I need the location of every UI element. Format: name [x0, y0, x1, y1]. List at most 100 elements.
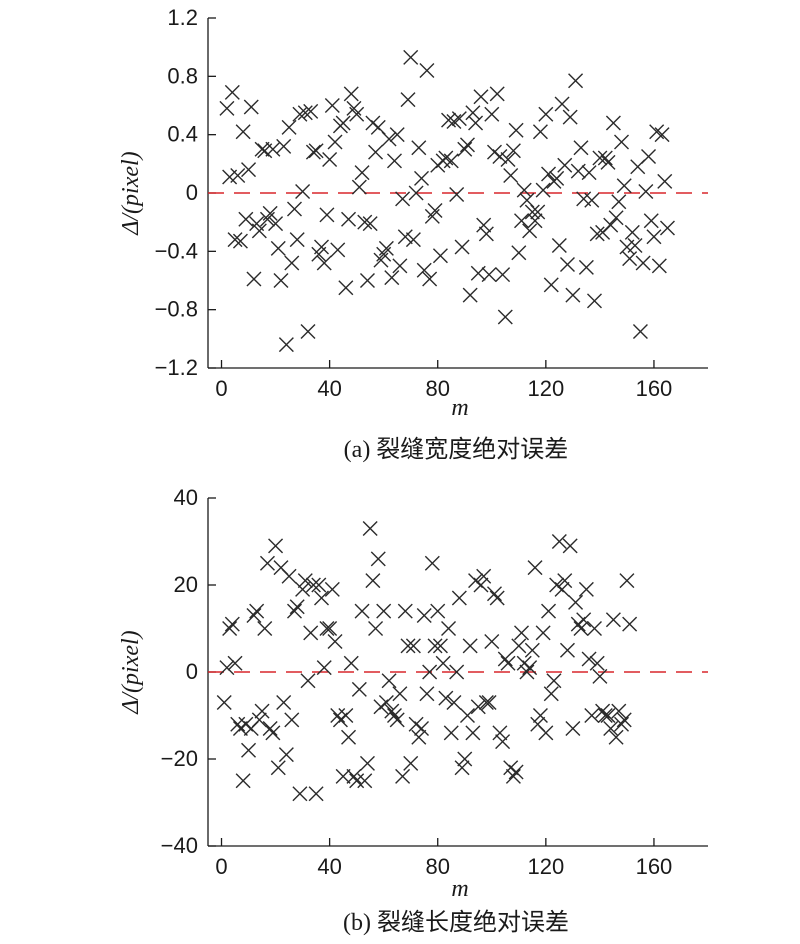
- data-point: [365, 573, 381, 589]
- marker-stroke: [292, 786, 308, 802]
- data-point: [414, 721, 430, 737]
- marker-stroke: [454, 239, 470, 255]
- marker-stroke: [546, 673, 562, 689]
- data-point: [462, 287, 478, 303]
- data-point: [476, 568, 492, 584]
- data-point: [241, 742, 257, 758]
- marker-stroke: [308, 786, 324, 802]
- marker-stroke: [224, 616, 240, 632]
- marker-stroke: [265, 725, 281, 741]
- data-point: [327, 634, 343, 650]
- data-point: [335, 768, 351, 784]
- data-point: [349, 773, 365, 789]
- data-point: [276, 694, 292, 710]
- marker-stroke: [300, 673, 316, 689]
- data-point: [416, 607, 432, 623]
- marker-stroke: [357, 773, 373, 789]
- data-point: [541, 166, 557, 182]
- data-point: [622, 251, 638, 267]
- data-point: [603, 721, 619, 737]
- panel-a-width-error: −1.2 −0.8 −0.4 0 0.4 0.8 1.2 0 40 80 120 160 m Δ/(pix…: [118, 5, 708, 463]
- marker-stroke: [286, 603, 302, 619]
- data-point: [492, 725, 508, 741]
- marker-stroke: [514, 625, 530, 641]
- data-point: [397, 603, 413, 619]
- data-point: [541, 603, 557, 619]
- marker-stroke: [305, 577, 321, 593]
- data-point: [522, 660, 538, 676]
- marker-stroke: [397, 229, 413, 245]
- marker-stroke: [314, 239, 330, 255]
- data-point: [276, 138, 292, 154]
- data-point: [405, 232, 421, 248]
- data-point: [562, 538, 578, 554]
- data-point: [505, 143, 521, 159]
- marker-stroke: [238, 716, 254, 732]
- marker-stroke: [341, 729, 357, 745]
- marker-stroke: [322, 621, 338, 636]
- marker-stroke: [586, 621, 602, 636]
- marker-stroke: [449, 664, 465, 680]
- data-point: [632, 324, 648, 340]
- data-point: [265, 725, 281, 741]
- marker-stroke: [278, 337, 294, 353]
- marker-stroke: [319, 207, 335, 223]
- marker-stroke: [595, 703, 611, 719]
- y-tick-label: 0: [186, 659, 198, 684]
- y-tick-label: 0: [186, 180, 198, 205]
- data-point: [565, 721, 581, 737]
- marker-stroke: [462, 638, 478, 654]
- data-point: [395, 191, 411, 207]
- marker-stroke: [386, 708, 402, 723]
- marker-stroke: [559, 256, 575, 272]
- marker-stroke: [641, 149, 657, 165]
- marker-stroke: [635, 255, 651, 271]
- marker-stroke: [497, 651, 513, 667]
- data-point: [284, 712, 300, 728]
- marker-stroke: [295, 184, 311, 200]
- data-point: [224, 616, 240, 632]
- marker-stroke: [581, 165, 597, 181]
- marker-stroke: [657, 173, 673, 189]
- data-point: [522, 223, 538, 239]
- data-point: [616, 712, 632, 728]
- marker-stroke: [530, 716, 546, 732]
- data-point: [543, 686, 559, 702]
- y-tick-label: −1.2: [155, 355, 198, 380]
- data-point: [497, 309, 513, 325]
- data-point: [457, 141, 473, 157]
- marker-stroke: [270, 760, 286, 776]
- marker-stroke: [303, 103, 319, 119]
- data-point: [335, 115, 351, 131]
- marker-stroke: [484, 634, 500, 650]
- marker-stroke: [605, 115, 621, 131]
- data-point: [584, 192, 600, 208]
- marker-stroke: [522, 660, 538, 676]
- data-point: [319, 621, 335, 636]
- marker-stroke: [441, 621, 457, 636]
- marker-stroke: [632, 324, 648, 340]
- marker-stroke: [230, 716, 246, 732]
- marker-stroke: [430, 603, 446, 619]
- data-point: [597, 150, 613, 166]
- data-point: [262, 205, 278, 221]
- data-point: [495, 734, 511, 750]
- data-point: [373, 252, 389, 268]
- data-point: [235, 773, 251, 789]
- marker-stroke: [476, 568, 492, 584]
- data-point: [411, 140, 427, 156]
- data-point: [303, 625, 319, 641]
- marker-stroke: [541, 166, 557, 182]
- marker-stroke: [549, 577, 565, 593]
- marker-stroke: [608, 210, 624, 226]
- data-point: [270, 240, 286, 256]
- marker-stroke: [532, 124, 548, 140]
- marker-stroke: [443, 153, 459, 169]
- marker-stroke: [300, 324, 316, 340]
- data-point: [573, 140, 589, 156]
- data-point: [235, 124, 251, 140]
- marker-stroke: [576, 612, 592, 628]
- marker-stroke: [446, 114, 462, 130]
- data-point: [443, 153, 459, 169]
- data-point: [530, 204, 546, 220]
